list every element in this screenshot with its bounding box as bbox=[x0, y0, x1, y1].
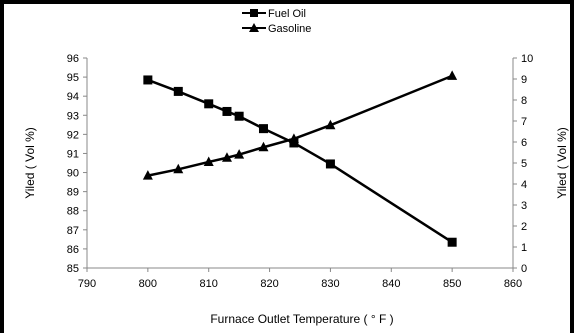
y-left-tick-label: 94 bbox=[67, 91, 79, 103]
data-point-gasoline bbox=[234, 149, 245, 159]
y-axis-right-title: Yiled ( Vol %) bbox=[555, 127, 569, 199]
data-point-fuel-oil bbox=[258, 124, 268, 134]
y-left-tick-label: 92 bbox=[67, 129, 79, 141]
data-point-fuel-oil bbox=[143, 75, 153, 85]
data-point-fuel-oil bbox=[173, 86, 183, 96]
legend-entry-fuel-oil: Fuel Oil bbox=[242, 8, 306, 20]
y-right-tick-label: 10 bbox=[521, 53, 533, 65]
legend-entry-gasoline: Gasoline bbox=[242, 23, 311, 35]
data-point-gasoline bbox=[203, 156, 214, 166]
y-left-tick-label: 90 bbox=[67, 168, 79, 180]
x-tick-label: 830 bbox=[321, 278, 339, 290]
y-right-tick-label: 6 bbox=[521, 137, 527, 149]
data-point-gasoline bbox=[447, 70, 458, 80]
y-right-tick-label: 2 bbox=[521, 221, 527, 233]
y-right-tick-label: 1 bbox=[521, 242, 527, 254]
y-right-tick-label: 7 bbox=[521, 116, 527, 128]
series-line-fuel-oil bbox=[147, 78, 453, 244]
y-axis-left-title: Yiled ( Vol %) bbox=[23, 127, 37, 199]
data-point-fuel-oil bbox=[447, 237, 457, 247]
y-left-tick-label: 86 bbox=[67, 244, 79, 256]
series-line-gasoline bbox=[147, 74, 453, 177]
x-tick-label: 860 bbox=[504, 278, 522, 290]
data-point-fuel-oil bbox=[222, 106, 232, 116]
x-axis-title: Furnace Outlet Temperature ( ° F ) bbox=[210, 312, 393, 326]
legend-marker-fuel-oil bbox=[250, 9, 258, 17]
data-point-gasoline bbox=[221, 152, 232, 162]
x-tick-label: 840 bbox=[382, 278, 400, 290]
data-point-fuel-oil bbox=[204, 99, 214, 109]
data-point-gasoline bbox=[258, 141, 269, 152]
y-axis-left-ticks: 85 86 87 88 89 90 91 92 93 94 95 96 bbox=[67, 53, 87, 275]
series-group bbox=[142, 70, 458, 247]
data-point-gasoline bbox=[173, 163, 184, 174]
legend: Fuel Oil Gasoline bbox=[242, 8, 311, 35]
y-left-tick-label: 85 bbox=[67, 263, 79, 275]
x-tick-label: 800 bbox=[139, 278, 157, 290]
y-left-tick-label: 95 bbox=[67, 72, 79, 84]
data-point-gasoline bbox=[325, 119, 336, 130]
y-left-tick-label: 96 bbox=[67, 53, 79, 65]
line-chart: Fuel Oil Gasoline 790 800 810 820 830 840 850 8… bbox=[23, 8, 569, 326]
data-point-fuel-oil bbox=[234, 111, 244, 121]
y-axis-right-ticks: 0 1 2 3 4 5 6 7 8 9 10 bbox=[513, 53, 533, 275]
data-point-fuel-oil bbox=[289, 138, 299, 148]
legend-marker-gasoline bbox=[249, 23, 259, 32]
data-point-gasoline bbox=[142, 170, 153, 180]
y-right-tick-label: 4 bbox=[521, 179, 527, 191]
data-point-fuel-oil bbox=[325, 159, 335, 169]
legend-label-fuel-oil: Fuel Oil bbox=[268, 8, 306, 20]
x-tick-label: 820 bbox=[260, 278, 278, 290]
y-left-tick-label: 89 bbox=[67, 187, 79, 199]
x-tick-label: 810 bbox=[200, 278, 218, 290]
y-left-tick-label: 93 bbox=[67, 110, 79, 122]
y-right-tick-label: 8 bbox=[521, 95, 527, 107]
x-tick-label: 790 bbox=[78, 278, 96, 290]
y-left-tick-label: 87 bbox=[67, 225, 79, 237]
y-right-tick-label: 5 bbox=[521, 158, 527, 170]
x-axis-ticks: 790 800 810 820 830 840 850 860 bbox=[78, 268, 522, 290]
y-right-tick-label: 3 bbox=[521, 200, 527, 212]
data-point-gasoline bbox=[288, 133, 299, 143]
y-left-tick-label: 88 bbox=[67, 206, 79, 218]
y-left-tick-label: 91 bbox=[67, 148, 79, 160]
x-tick-label: 850 bbox=[443, 278, 461, 290]
legend-label-gasoline: Gasoline bbox=[268, 23, 311, 35]
y-right-tick-label: 0 bbox=[521, 263, 527, 275]
y-right-tick-label: 9 bbox=[521, 74, 527, 86]
